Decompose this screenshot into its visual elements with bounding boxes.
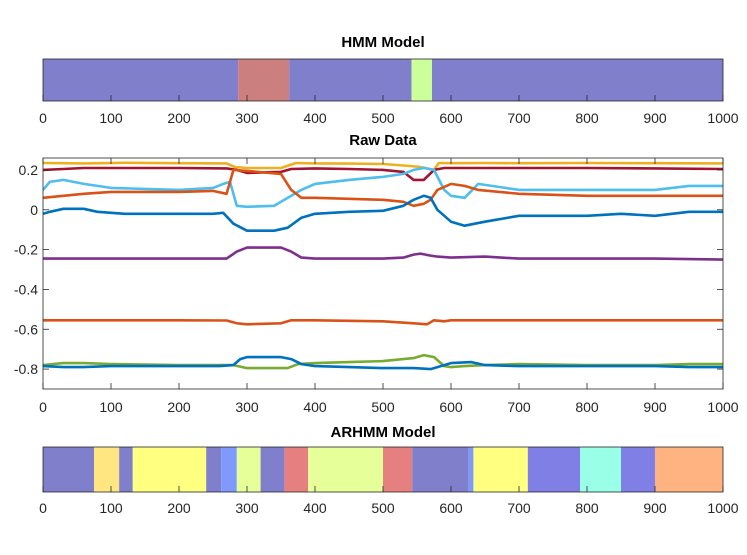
hmm-segment xyxy=(431,59,723,101)
arhmm-segment xyxy=(527,447,581,492)
arhmm-segment xyxy=(94,447,120,492)
arhmm-segment xyxy=(655,447,723,492)
arhmm-model-panel: ARHMM Model 0 100 200 300 400 500 600 700 800 900 1… xyxy=(39,424,739,516)
arhmm-segment xyxy=(119,447,133,492)
x-tick-label: 400 xyxy=(303,500,327,516)
x-tick-label: 400 xyxy=(303,399,327,415)
x-tick-label: 100 xyxy=(99,110,123,126)
series-line-orange xyxy=(43,168,723,208)
series-line-blue-lower xyxy=(43,355,723,371)
x-tick-label: 100 xyxy=(99,500,123,516)
hmm-segment xyxy=(289,59,412,101)
arhmm-segment xyxy=(284,447,309,492)
x-tick-label: 700 xyxy=(507,399,531,415)
series-line-purple xyxy=(43,246,723,261)
series-line-dark-red xyxy=(43,166,723,182)
arhmm-segment xyxy=(412,447,469,492)
x-tick-label: 900 xyxy=(643,399,667,415)
x-tick-label: 1000 xyxy=(707,399,738,415)
x-tick-label: 600 xyxy=(439,399,463,415)
x-tick-label: 600 xyxy=(439,110,463,126)
arhmm-segment xyxy=(260,447,285,492)
x-tick-label: 300 xyxy=(235,399,259,415)
x-tick-label: 0 xyxy=(39,399,47,415)
x-tick-label: 200 xyxy=(167,500,191,516)
arhmm-title: ARHMM Model xyxy=(331,424,436,441)
hmm-segment xyxy=(43,59,239,101)
x-tick-label: 300 xyxy=(235,500,259,516)
x-tick-label: 0 xyxy=(39,110,47,126)
arhmm-segment xyxy=(473,447,528,492)
x-tick-label: 200 xyxy=(167,399,191,415)
arhmm-segment xyxy=(43,447,94,492)
raw-data-series-group xyxy=(43,161,723,371)
x-tick-label: 500 xyxy=(371,500,395,516)
y-tick-label: -0.4 xyxy=(14,281,38,297)
hmm-title: HMM Model xyxy=(341,34,424,51)
x-tick-label: 700 xyxy=(507,500,531,516)
x-tick-label: 600 xyxy=(439,500,463,516)
x-tick-label: 300 xyxy=(235,110,259,126)
x-tick-label: 800 xyxy=(575,110,599,126)
hmm-model-panel: HMM Model 0 100 200 300 400 500 600 700 800 900 100… xyxy=(39,34,739,126)
x-tick-label: 900 xyxy=(643,110,667,126)
series-line-light-blue xyxy=(43,166,723,209)
raw-data-panel: Raw Data 0.2 0 -0.2 -0.4 -0.6 -0.8 0 100 200 300 40… xyxy=(14,132,739,415)
x-tick-label: 1000 xyxy=(707,500,738,516)
y-tick-label: 0 xyxy=(30,202,38,218)
series-line-blue xyxy=(43,194,723,232)
raw-title: Raw Data xyxy=(349,132,417,149)
arhmm-segment xyxy=(468,447,474,492)
series-line-orange-lower xyxy=(43,319,723,326)
arhmm-segment xyxy=(236,447,261,492)
x-tick-label: 900 xyxy=(643,500,667,516)
x-tick-label: 0 xyxy=(39,500,47,516)
x-tick-label: 500 xyxy=(371,399,395,415)
y-tick-label: -0.8 xyxy=(14,361,38,377)
arhmm-segment xyxy=(206,447,222,492)
hmm-segment xyxy=(411,59,432,101)
x-tick-label: 700 xyxy=(507,110,531,126)
hmm-segment xyxy=(238,59,290,101)
arhmm-segment xyxy=(132,447,207,492)
arhmm-segment xyxy=(580,447,621,492)
x-tick-label: 200 xyxy=(167,110,191,126)
y-tick-label: -0.2 xyxy=(14,242,38,258)
arhmm-segment xyxy=(221,447,237,492)
arhmm-segment xyxy=(621,447,655,492)
x-tick-label: 100 xyxy=(99,399,123,415)
y-tick-label: 0.2 xyxy=(19,162,39,178)
arhmm-segment xyxy=(383,447,413,492)
x-tick-label: 800 xyxy=(575,500,599,516)
x-tick-label: 400 xyxy=(303,110,327,126)
y-tick-label: -0.6 xyxy=(14,321,38,337)
x-tick-label: 500 xyxy=(371,110,395,126)
arhmm-segment xyxy=(308,447,383,492)
series-line-yellow xyxy=(43,161,723,172)
x-tick-label: 1000 xyxy=(707,110,738,126)
x-tick-label: 800 xyxy=(575,399,599,415)
